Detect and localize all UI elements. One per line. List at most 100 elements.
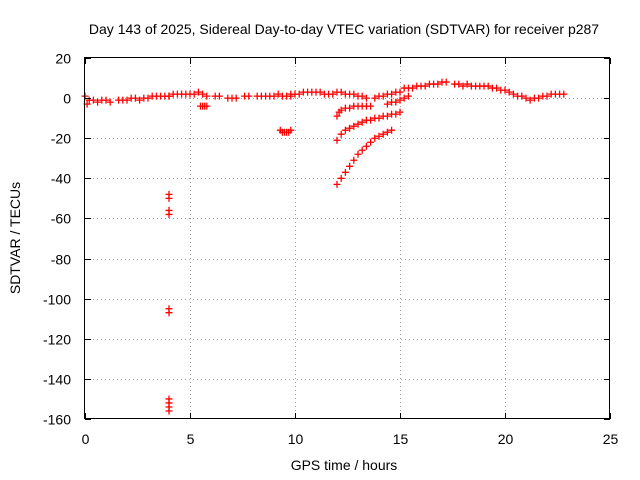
data-point [102, 96, 110, 104]
y-axis-label: SDTVAR / TECUs [7, 182, 23, 294]
y-tick-label: -80 [51, 252, 71, 268]
y-tick-label: -160 [43, 412, 71, 428]
data-point [459, 82, 467, 90]
data-point [333, 112, 341, 120]
data-point [379, 92, 387, 100]
data-point [396, 88, 404, 96]
data-point [316, 88, 324, 96]
data-point [165, 92, 173, 100]
data-point [442, 78, 450, 86]
data-point [383, 128, 391, 136]
data-point [484, 82, 492, 90]
data-point [493, 84, 501, 92]
data-point [388, 126, 396, 134]
data-point [287, 126, 295, 134]
data-point [421, 82, 429, 90]
data-point [396, 96, 404, 104]
chart-title: Day 143 of 2025, Sidereal Day-to-day VTE… [89, 21, 599, 37]
x-tick-label: 15 [393, 431, 409, 447]
data-point [165, 194, 173, 202]
data-point [350, 90, 358, 98]
data-point [375, 114, 383, 122]
data-point [341, 126, 349, 134]
data-point [165, 407, 173, 415]
data-point [337, 174, 345, 182]
data-point [509, 90, 517, 98]
data-point [362, 94, 370, 102]
data-point [388, 90, 396, 98]
data-point [245, 92, 253, 100]
data-point [505, 88, 513, 96]
data-point [383, 100, 391, 108]
tick-labels: 20 0 -20 -40 -60 -80 -100 -120 -140 -160 0 5 10 15 20 2… [43, 51, 619, 448]
data-point [144, 94, 152, 102]
data-point [346, 104, 354, 112]
data-point [94, 98, 102, 106]
data-point [535, 94, 543, 102]
data-point [165, 210, 173, 218]
data-point [329, 90, 337, 98]
data-point [400, 94, 408, 102]
data-point [367, 116, 375, 124]
data-point [518, 92, 526, 100]
data-point [409, 84, 417, 92]
data-point [165, 309, 173, 317]
x-tick-label: 20 [498, 431, 514, 447]
data-point [522, 94, 530, 102]
data-point [350, 122, 358, 130]
data-point [383, 112, 391, 120]
data-point [215, 92, 223, 100]
data-point [270, 92, 278, 100]
data-point [434, 80, 442, 88]
data-point [106, 98, 114, 106]
data-point [199, 90, 207, 98]
x-tick-label: 10 [288, 431, 304, 447]
data-point [358, 118, 366, 126]
data-point [392, 98, 400, 106]
data-point [371, 94, 379, 102]
plot-frame [84, 57, 610, 419]
x-tick-label: 25 [603, 431, 619, 447]
data-point [136, 96, 144, 104]
data-point [333, 180, 341, 188]
data-point [501, 86, 509, 94]
data-point [337, 130, 345, 138]
y-tick-label: -60 [51, 211, 71, 227]
data-point [274, 90, 282, 98]
data-point [404, 92, 412, 100]
data-point [190, 90, 198, 98]
data-point [337, 106, 345, 114]
data-point [375, 132, 383, 140]
data-point [354, 150, 362, 158]
y-tick-label: 0 [63, 91, 71, 107]
data-point [123, 96, 131, 104]
x-axis-label: GPS time / hours [291, 457, 398, 473]
data-point [203, 102, 211, 110]
data-point [358, 146, 366, 154]
data-point [463, 80, 471, 88]
data-point [367, 102, 375, 110]
data-point [354, 120, 362, 128]
data-point [358, 92, 366, 100]
data-point [371, 134, 379, 142]
data-point [194, 88, 202, 96]
data-point [543, 92, 551, 100]
data-point [333, 136, 341, 144]
data-point [341, 168, 349, 176]
grid-lines [85, 58, 610, 419]
y-tick-label: -120 [43, 332, 71, 348]
data-point [346, 162, 354, 170]
axis-ticks [85, 58, 611, 420]
y-tick-label: -40 [51, 171, 71, 187]
data-point [526, 96, 534, 104]
data-point [232, 94, 240, 102]
data-point [89, 96, 97, 104]
x-tick-label: 5 [187, 431, 195, 447]
y-tick-label: -140 [43, 372, 71, 388]
data-point [455, 80, 463, 88]
data-point [379, 130, 387, 138]
x-tick-label: 0 [82, 431, 90, 447]
data-point [346, 124, 354, 132]
y-tick-label: -100 [43, 292, 71, 308]
